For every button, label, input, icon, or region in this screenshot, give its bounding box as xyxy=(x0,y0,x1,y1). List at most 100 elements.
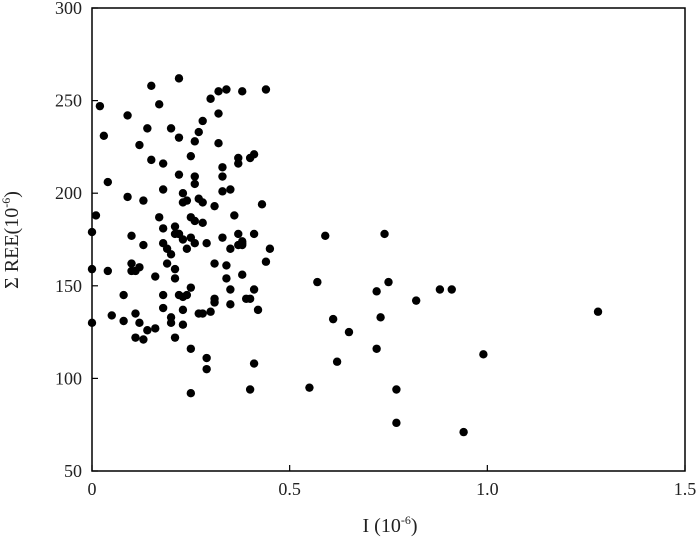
data-point xyxy=(147,81,156,90)
data-point xyxy=(143,124,152,133)
data-point xyxy=(234,229,243,239)
data-point xyxy=(182,290,192,300)
data-point xyxy=(182,196,192,205)
data-point xyxy=(218,187,227,196)
data-point xyxy=(459,427,468,437)
data-point xyxy=(143,326,152,335)
data-point xyxy=(206,307,215,316)
data-point xyxy=(249,359,259,368)
data-point xyxy=(87,227,97,237)
data-point xyxy=(166,250,176,259)
y-tick-label: 200 xyxy=(55,183,82,203)
data-point xyxy=(384,277,393,287)
data-point xyxy=(158,185,168,194)
data-point xyxy=(249,229,259,239)
data-point xyxy=(190,179,199,189)
y-axis-label: Σ REE(10-6) xyxy=(0,191,23,289)
data-point xyxy=(214,109,223,118)
data-point xyxy=(147,155,156,165)
data-point xyxy=(91,211,101,220)
data-point xyxy=(261,85,271,94)
data-point xyxy=(99,131,109,140)
data-point xyxy=(190,216,199,226)
x-axis-label: I (10-6) xyxy=(362,513,417,537)
data-point xyxy=(162,259,172,268)
data-point xyxy=(135,263,144,272)
x-tick-label: 1.0 xyxy=(476,479,499,499)
data-point xyxy=(158,303,168,313)
data-point xyxy=(206,94,215,103)
data-point xyxy=(332,357,342,366)
data-point xyxy=(222,261,231,270)
data-point xyxy=(178,235,188,244)
data-point xyxy=(170,222,180,231)
data-point xyxy=(372,287,381,296)
data-point xyxy=(593,307,603,316)
data-point xyxy=(344,327,354,337)
data-point xyxy=(174,133,184,142)
data-point xyxy=(214,87,223,96)
data-point xyxy=(392,385,401,394)
data-point xyxy=(190,239,199,248)
data-point xyxy=(186,389,196,398)
data-point xyxy=(226,185,235,194)
data-point xyxy=(186,283,196,292)
data-point xyxy=(166,124,176,133)
data-point xyxy=(261,257,271,266)
data-point xyxy=(87,264,97,274)
data-point xyxy=(155,213,164,222)
data-point xyxy=(107,311,116,320)
data-point xyxy=(174,170,184,179)
data-point xyxy=(198,198,207,207)
data-point xyxy=(249,285,259,294)
data-point xyxy=(139,240,148,250)
data-point xyxy=(447,285,456,294)
data-point xyxy=(226,285,235,294)
x-tick-label: 0.5 xyxy=(278,479,301,499)
data-point xyxy=(214,138,223,148)
data-point xyxy=(230,211,239,220)
data-point xyxy=(245,385,255,394)
data-point xyxy=(226,244,235,253)
data-point xyxy=(139,196,148,205)
data-point xyxy=(166,313,176,322)
data-point xyxy=(328,314,338,324)
y-tick-label: 300 xyxy=(55,0,82,18)
data-point xyxy=(222,274,231,283)
data-point xyxy=(87,318,97,328)
data-point xyxy=(186,344,196,353)
data-point xyxy=(135,140,144,150)
y-tick-label: 50 xyxy=(64,461,82,481)
data-point xyxy=(155,100,164,109)
axis-ticks: 0 0.5 1.0 1.5 50 100 150 200 250 300 xyxy=(55,0,696,499)
data-point xyxy=(238,270,247,279)
data-point xyxy=(253,305,263,315)
data-point xyxy=(95,101,105,111)
y-tick-label: 100 xyxy=(55,368,82,388)
data-point xyxy=(313,277,322,287)
data-point xyxy=(202,239,211,248)
plot-frame xyxy=(91,7,686,472)
data-point xyxy=(170,274,180,283)
data-point xyxy=(103,266,113,276)
data-points xyxy=(87,74,603,437)
data-point xyxy=(135,318,144,328)
data-point xyxy=(380,229,389,239)
data-point xyxy=(321,231,330,240)
data-point xyxy=(131,309,140,318)
x-tick-label: 1.5 xyxy=(674,479,697,499)
x-tick-label: 0 xyxy=(88,479,97,499)
data-point xyxy=(210,298,219,307)
data-point xyxy=(238,87,247,96)
data-point xyxy=(119,316,128,326)
data-point xyxy=(158,290,168,300)
data-point xyxy=(103,177,113,187)
data-point xyxy=(139,335,148,344)
data-point xyxy=(210,201,219,211)
data-point xyxy=(178,305,188,315)
data-point xyxy=(158,224,168,233)
data-point xyxy=(202,353,211,363)
data-point xyxy=(151,272,160,281)
y-tick-label: 250 xyxy=(55,91,82,111)
data-point xyxy=(151,324,160,333)
